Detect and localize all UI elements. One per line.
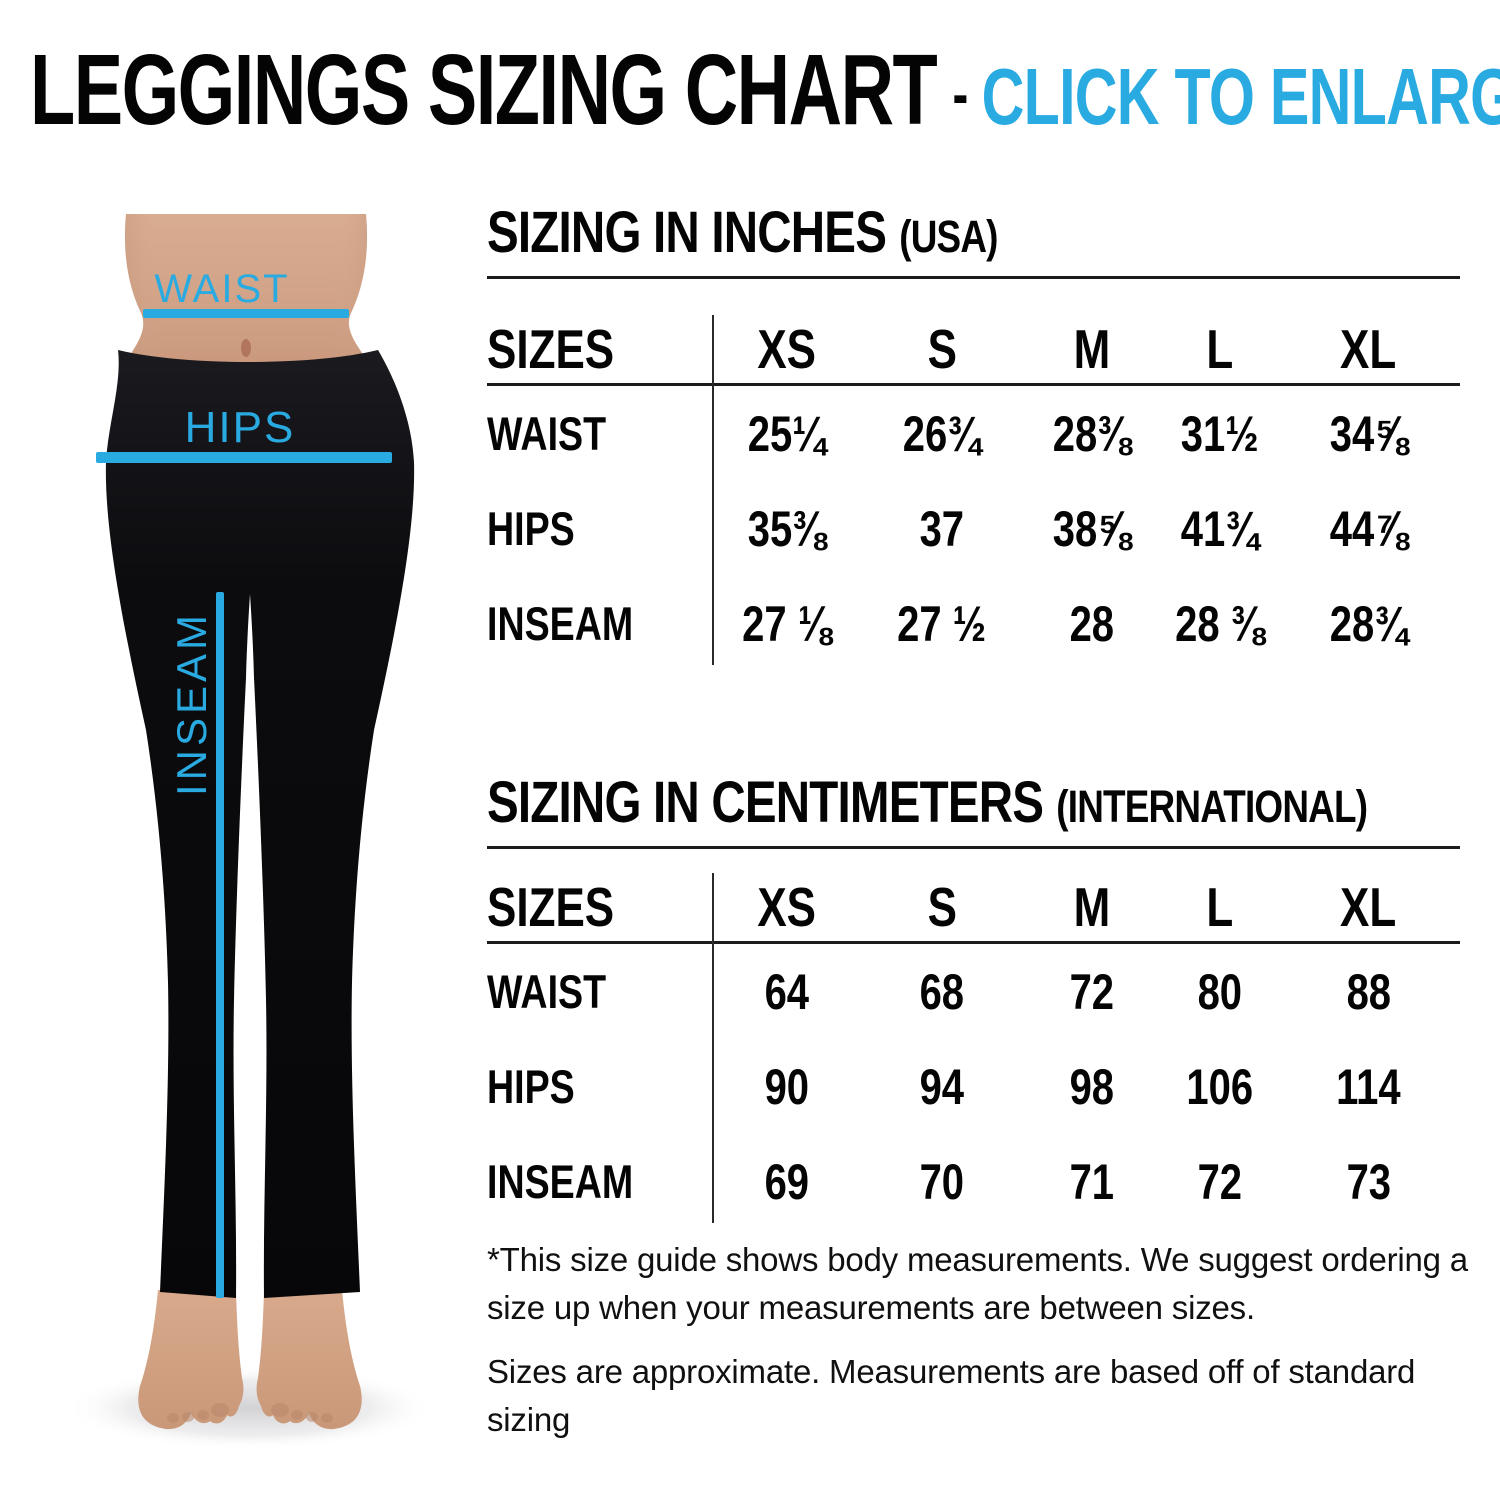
table-cell: 35⅜ xyxy=(748,500,826,557)
inches-heading-text: SIZING IN INCHES xyxy=(487,200,887,265)
inseam-line xyxy=(216,592,224,1298)
table-cell: 72 xyxy=(1197,1153,1242,1210)
table-row-hips: HIPS 90 94 98 106 114 xyxy=(487,1039,1460,1134)
leggings-shape xyxy=(105,350,415,1298)
table-vertical-rule xyxy=(712,315,714,665)
sizing-table-inches: SIZES XS S M L XL WAIST 25¼ 26¾ 28⅜ 31½ … xyxy=(487,315,1460,671)
cm-heading-text: SIZING IN CENTIMETERS xyxy=(487,770,1044,835)
table-cell: 28¾ xyxy=(1329,595,1408,652)
floor-shadow xyxy=(65,1366,435,1450)
table-row-inseam: INSEAM 69 70 71 72 73 xyxy=(487,1134,1460,1229)
cm-heading-suffix: (INTERNATIONAL) xyxy=(1056,781,1368,832)
page-title: LEGGINGS SIZING CHART - CLICK TO ENLARGE xyxy=(30,40,1500,140)
waist-line xyxy=(143,309,349,318)
title-text: LEGGINGS SIZING CHART xyxy=(30,34,938,146)
sizing-inches-heading: SIZING IN INCHES (USA) xyxy=(487,200,1460,279)
table-cell: 80 xyxy=(1197,963,1242,1020)
column-header-xl: XL xyxy=(1340,318,1397,380)
table-row-waist: WAIST 64 68 72 80 88 xyxy=(487,944,1460,1039)
table-cell: 37 xyxy=(919,500,965,557)
column-header-s: S xyxy=(927,876,957,938)
row-label: HIPS xyxy=(487,1060,575,1113)
column-header-s: S xyxy=(927,318,957,380)
table-cell: 68 xyxy=(919,963,965,1020)
column-header-xs: XS xyxy=(757,318,817,380)
table-cell: 28 ⅜ xyxy=(1175,595,1264,652)
waist-label: WAIST xyxy=(154,267,289,311)
column-header-sizes: SIZES xyxy=(487,876,615,938)
table-vertical-rule xyxy=(712,873,714,1223)
column-header-sizes: SIZES xyxy=(487,318,615,380)
left-foot-shape xyxy=(138,1290,244,1430)
navel xyxy=(241,339,251,357)
table-cell: 72 xyxy=(1069,963,1115,1020)
table-cell: 28⅜ xyxy=(1053,405,1131,462)
size-guide-note: *This size guide shows body measurements… xyxy=(487,1241,1468,1326)
table-cell: 98 xyxy=(1069,1058,1115,1115)
table-header-row: SIZES XS S M L XL xyxy=(487,315,1460,386)
toe-details xyxy=(167,1403,333,1423)
column-header-m: M xyxy=(1073,876,1111,938)
table-cell: 28 xyxy=(1069,595,1115,652)
table-row-hips: HIPS 35⅜ 37 38⅝ 41¾ 44⅞ xyxy=(487,481,1460,576)
row-label: INSEAM xyxy=(487,597,634,650)
row-label: WAIST xyxy=(487,407,607,460)
inches-heading-suffix: (USA) xyxy=(899,211,998,262)
table-cell: 64 xyxy=(764,963,810,1020)
right-foot-shape xyxy=(256,1290,362,1430)
table-cell: 27 ½ xyxy=(897,595,987,652)
row-label: INSEAM xyxy=(487,1155,634,1208)
hips-line xyxy=(96,452,392,463)
hips-label: HIPS xyxy=(185,403,296,452)
table-cell: 31½ xyxy=(1180,405,1259,462)
inseam-label: INSEAM xyxy=(168,611,215,796)
table-header-row: SIZES XS S M L XL xyxy=(487,873,1460,944)
sizing-centimeters-heading: SIZING IN CENTIMETERS (INTERNATIONAL) xyxy=(487,770,1460,849)
table-cell: 114 xyxy=(1336,1058,1401,1115)
approximate-note: Sizes are approximate. Measurements are … xyxy=(487,1353,1416,1438)
table-row-waist: WAIST 25¼ 26¾ 28⅜ 31½ 34⅝ xyxy=(487,386,1460,481)
table-cell: 94 xyxy=(919,1058,965,1115)
column-header-m: M xyxy=(1073,318,1111,380)
leggings-figure: WAIST HIPS INSEAM xyxy=(60,200,480,1450)
table-cell: 69 xyxy=(764,1153,810,1210)
column-header-xl: XL xyxy=(1340,876,1397,938)
table-cell: 44⅞ xyxy=(1329,500,1408,557)
row-label: HIPS xyxy=(487,502,575,555)
column-header-l: L xyxy=(1206,318,1233,380)
table-cell: 27 ⅛ xyxy=(742,595,832,652)
table-cell: 106 xyxy=(1186,1058,1253,1115)
click-to-enlarge-link[interactable]: CLICK TO ENLARGE xyxy=(981,52,1500,141)
column-header-l: L xyxy=(1206,876,1233,938)
row-label: WAIST xyxy=(487,965,607,1018)
table-cell: 41¾ xyxy=(1180,500,1259,557)
table-cell: 70 xyxy=(919,1153,965,1210)
table-cell: 26¾ xyxy=(903,405,981,462)
table-cell: 88 xyxy=(1346,963,1391,1020)
table-cell: 34⅝ xyxy=(1329,405,1408,462)
leggings-figure-graphic: WAIST HIPS INSEAM xyxy=(65,214,435,1450)
sizing-info-column: SIZING IN INCHES (USA) SIZES XS S M L XL … xyxy=(487,0,1468,1500)
table-cell: 71 xyxy=(1069,1153,1115,1210)
title-separator: - xyxy=(952,58,969,130)
sizing-table-centimeters: SIZES XS S M L XL WAIST 64 68 72 80 88 H… xyxy=(487,873,1460,1229)
table-cell: 25¼ xyxy=(748,405,826,462)
column-header-xs: XS xyxy=(757,876,817,938)
table-cell: 38⅝ xyxy=(1053,500,1131,557)
table-cell: 90 xyxy=(764,1058,810,1115)
table-row-inseam: INSEAM 27 ⅛ 27 ½ 28 28 ⅜ 28¾ xyxy=(487,576,1460,671)
table-cell: 73 xyxy=(1346,1153,1391,1210)
